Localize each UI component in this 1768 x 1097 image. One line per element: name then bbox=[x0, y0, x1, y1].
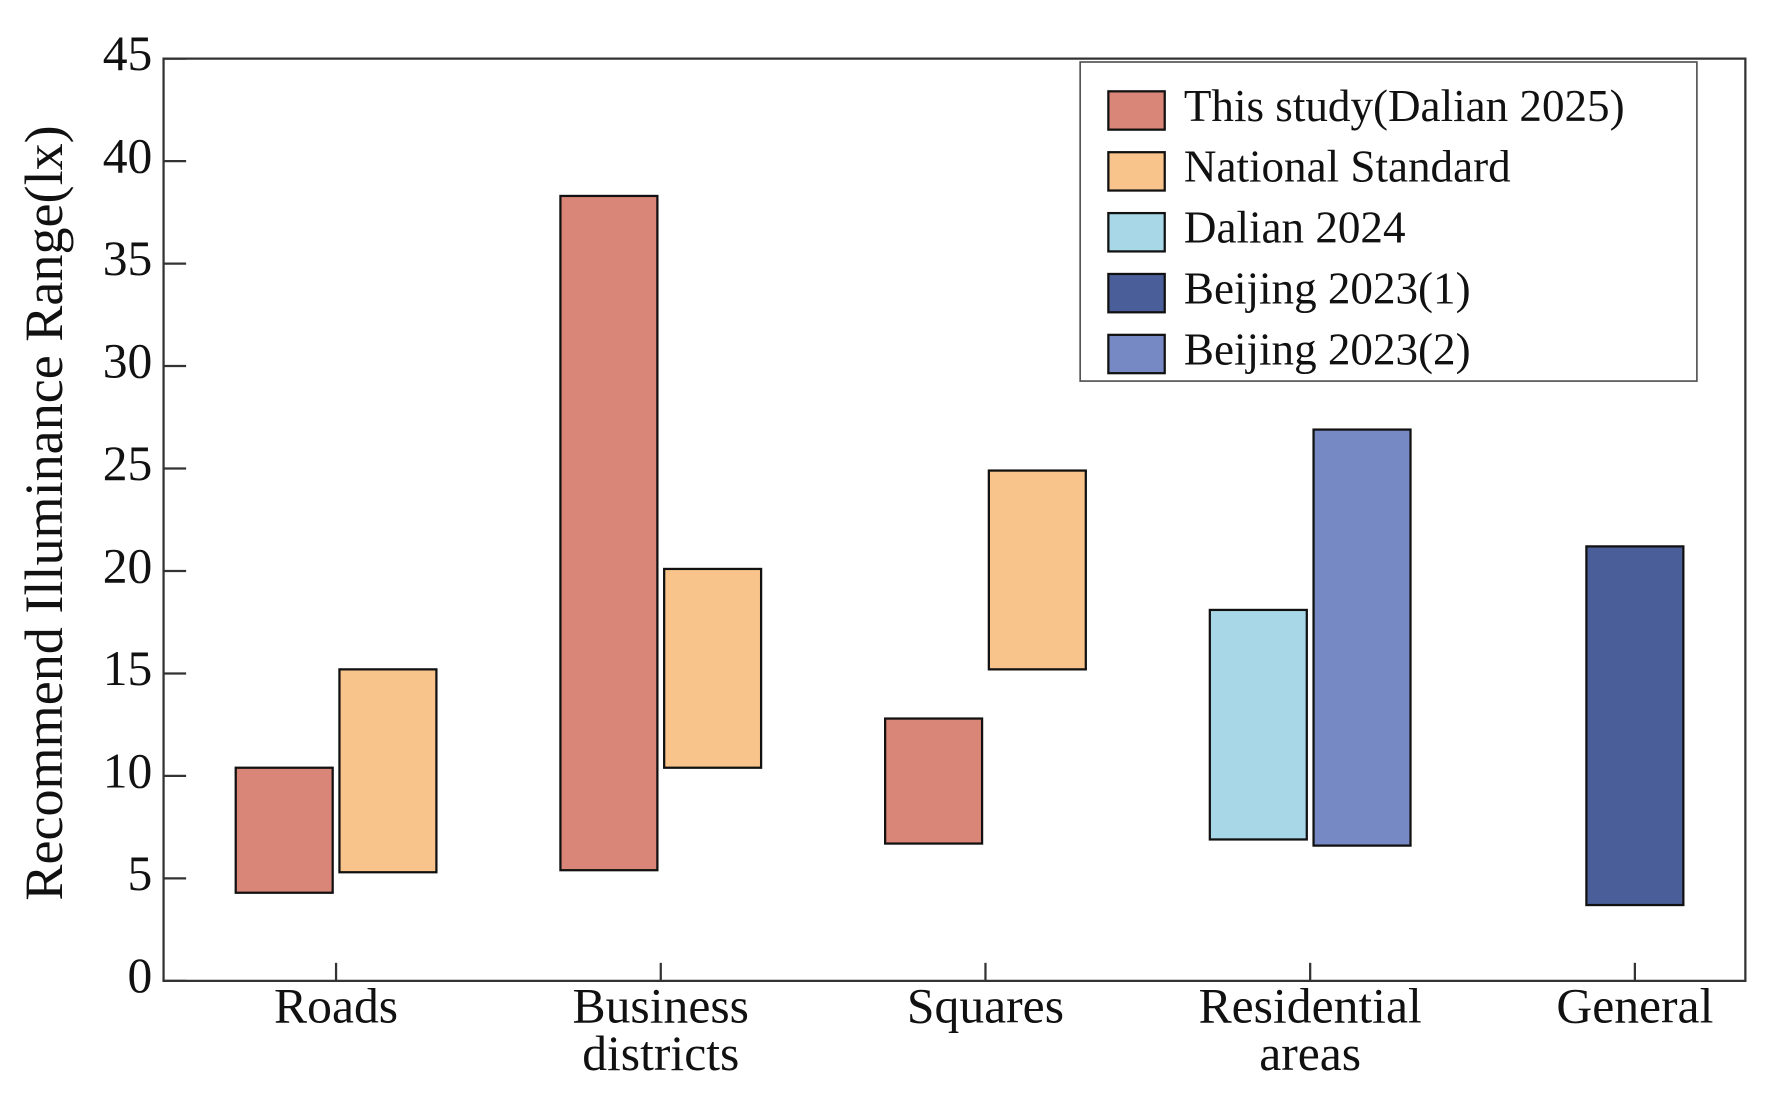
range-bar bbox=[1585, 545, 1685, 907]
y-tick-label: 40 bbox=[103, 128, 153, 183]
range-bar bbox=[883, 717, 984, 845]
range-bar bbox=[663, 567, 763, 769]
x-tick-label: Roads bbox=[274, 983, 399, 1034]
range-bar bbox=[338, 668, 438, 874]
y-tick-label: 10 bbox=[103, 743, 153, 798]
y-tick-label: 35 bbox=[103, 231, 153, 286]
range-bar bbox=[987, 469, 1087, 671]
x-tick-label-box: Residential areas bbox=[1198, 983, 1422, 1082]
x-tick-label: Squares bbox=[906, 983, 1065, 1034]
x-tick-label: Business districts bbox=[572, 983, 749, 1082]
legend-swatch bbox=[1107, 333, 1166, 375]
y-tick-label: 25 bbox=[103, 436, 153, 491]
range-bar bbox=[1312, 428, 1412, 847]
legend-swatch bbox=[1107, 272, 1166, 314]
y-tick-label: 20 bbox=[103, 538, 153, 593]
legend-swatch bbox=[1107, 151, 1166, 192]
range-bar bbox=[1208, 608, 1308, 841]
x-tick-label-box: Squares bbox=[906, 983, 1065, 1034]
x-tick-label-box: General bbox=[1556, 983, 1714, 1034]
x-tick-label: Residential areas bbox=[1198, 983, 1422, 1082]
y-tick-label: 15 bbox=[103, 641, 153, 696]
y-tick-label: 5 bbox=[127, 846, 152, 901]
x-tick-label-box: Roads bbox=[274, 983, 399, 1034]
range-bar bbox=[559, 194, 659, 872]
legend-label: Dalian 2024 bbox=[1184, 203, 1406, 253]
range-bar bbox=[234, 766, 334, 894]
y-tick-label: 30 bbox=[103, 333, 153, 388]
legend-swatch bbox=[1107, 211, 1166, 253]
y-axis-label: Recommend Illuminance Range(lx) bbox=[14, 125, 74, 900]
x-tick-label: General bbox=[1556, 983, 1714, 1034]
legend-label: Beijing 2023(1) bbox=[1184, 263, 1471, 313]
y-tick-label: 0 bbox=[127, 948, 152, 1003]
legend-label: National Standard bbox=[1184, 142, 1511, 192]
x-tick-label-box: Business districts bbox=[572, 983, 749, 1082]
plot-frame bbox=[162, 57, 1747, 983]
legend bbox=[1079, 61, 1698, 382]
legend-label: This study(Dalian 2025) bbox=[1184, 81, 1625, 131]
legend-label: Beijing 2023(2) bbox=[1184, 324, 1471, 374]
legend-swatch bbox=[1107, 90, 1166, 131]
y-tick-label: 45 bbox=[103, 26, 153, 81]
